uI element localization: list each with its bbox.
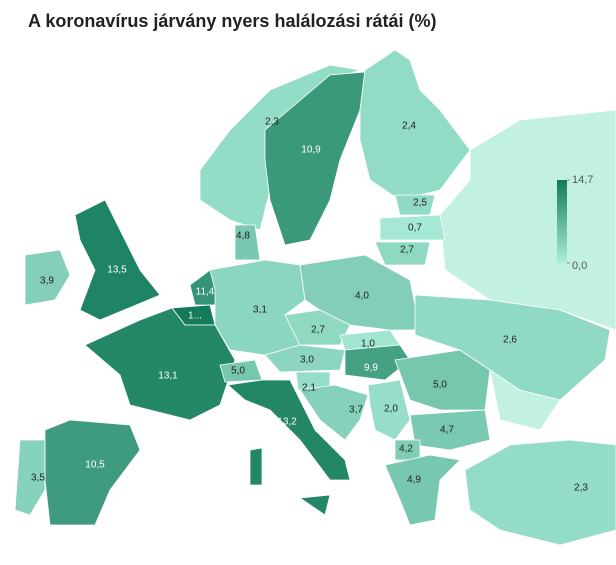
country: [464, 439, 616, 546]
color-tick-label: 0,0: [572, 260, 587, 272]
country: [24, 249, 71, 306]
value-label: 2,5: [413, 198, 427, 209]
country: [44, 419, 141, 526]
value-label: 13,5: [107, 265, 127, 276]
value-label: 11,4: [196, 287, 215, 298]
value-label: 5,0: [433, 380, 447, 391]
color-tick-label: 14,7: [572, 174, 593, 186]
value-label: 13,1: [158, 371, 178, 382]
country: [264, 71, 366, 246]
value-label: 2,4: [402, 121, 416, 132]
country: [84, 307, 236, 421]
country: [394, 194, 436, 216]
chart-title: A koronavírus járvány nyers halálozási r…: [28, 11, 437, 31]
value-label: 4,8: [236, 231, 250, 242]
value-label: 3,7: [349, 405, 363, 416]
country: [14, 439, 46, 516]
country: [227, 379, 351, 516]
value-label: 5,0: [231, 366, 245, 377]
countries: [14, 49, 616, 546]
value-label: 9,9: [364, 363, 378, 374]
value-label: 4,2: [399, 444, 413, 455]
country: [264, 344, 346, 373]
value-label: 2,0: [384, 404, 398, 415]
value-label: 3,1: [253, 305, 267, 316]
value-label: 4,0: [355, 291, 369, 302]
value-label: 0,7: [408, 223, 422, 234]
value-label: 1...: [188, 311, 202, 322]
value-label: 2,6: [503, 335, 517, 346]
value-label: 3,0: [300, 355, 314, 366]
country: [344, 344, 411, 381]
value-label: 2,3: [265, 117, 279, 128]
country: [234, 224, 261, 261]
color-bar: [557, 180, 567, 263]
country: [374, 241, 431, 266]
country: [384, 454, 461, 526]
value-label: 2,7: [311, 325, 325, 336]
value-label: 2,7: [400, 245, 414, 256]
value-label: 4,7: [440, 425, 454, 436]
value-label: 10,5: [85, 460, 105, 471]
value-label: 2,1: [302, 383, 316, 394]
country: [74, 199, 161, 321]
value-label: 2,3: [574, 483, 588, 494]
value-label: 3,9: [40, 276, 54, 287]
value-label: 10,9: [301, 145, 321, 156]
country: [379, 214, 446, 241]
value-label: 3,5: [31, 473, 45, 484]
country: [299, 384, 369, 441]
land: [439, 109, 616, 331]
value-label: 1,0: [361, 339, 375, 350]
value-label: 13,2: [277, 417, 297, 428]
value-label: 4,9: [407, 475, 421, 486]
country: [359, 49, 471, 201]
country: [414, 294, 611, 401]
